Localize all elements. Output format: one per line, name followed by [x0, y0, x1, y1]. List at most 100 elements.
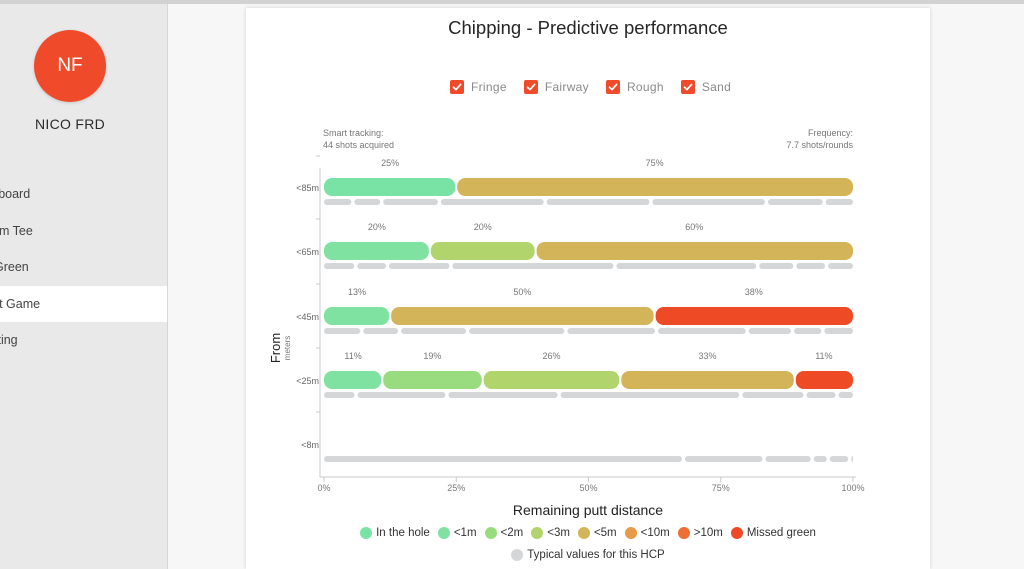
- filter-fringe[interactable]: Fringe: [450, 80, 507, 94]
- bar-segment: [324, 178, 456, 196]
- legend-item[interactable]: <3m: [531, 527, 570, 539]
- legend-item[interactable]: <5m: [577, 527, 617, 539]
- sidebar-item-label: ort Game: [0, 296, 41, 311]
- typical-segment: [324, 199, 352, 205]
- y-axis-title: From: [268, 333, 283, 363]
- checkbox-sand[interactable]: [680, 80, 695, 94]
- filter-label: Fairway: [544, 80, 589, 94]
- typical-segment: [324, 456, 682, 462]
- legend: In the hole <1m <2m <3m <5m <10m >10m Missed gr…: [246, 527, 930, 539]
- bar-value-label: 26%: [542, 351, 560, 361]
- legend-label: <5m: [593, 527, 617, 539]
- sidebar-nav: shboard om Tee Green ort Game tting: [0, 176, 167, 359]
- tracking-label: Smart tracking:: [323, 128, 384, 138]
- typical-segment: [383, 199, 438, 205]
- bar-value-label: 11%: [344, 351, 361, 361]
- tracking-value: 44 shots acquired: [323, 140, 394, 150]
- bar-value-label: 25%: [381, 158, 399, 168]
- legend-item[interactable]: <10m: [624, 527, 670, 539]
- sidebar-item-dashboard[interactable]: shboard: [0, 176, 167, 213]
- legend-label: Typical values for this HCP: [527, 549, 665, 561]
- avatar[interactable]: NF: [34, 30, 106, 102]
- filter-label: Sand: [701, 80, 732, 94]
- x-tick-label: 0%: [317, 483, 330, 493]
- legend-label: Missed green: [746, 527, 816, 539]
- bar-value-label: 20%: [368, 222, 386, 232]
- filter-fairway[interactable]: Fairway: [523, 80, 589, 94]
- bar-segment: [391, 307, 654, 325]
- y-tick-label: <8m: [301, 440, 319, 450]
- typical-segment: [806, 392, 836, 398]
- sidebar: NF NICO FRD shboard om Tee Green ort Game tt…: [0, 4, 168, 569]
- typical-segment: [794, 328, 822, 334]
- legend-item[interactable]: >10m: [677, 527, 723, 539]
- typical-segment: [357, 392, 446, 398]
- bar-value-label: 50%: [513, 287, 531, 297]
- sidebar-item-putting[interactable]: tting: [0, 322, 167, 359]
- typical-segment: [448, 392, 558, 398]
- typical-segment: [452, 263, 614, 269]
- y-tick-label: <85m: [296, 183, 319, 193]
- avatar-initials: NF: [57, 55, 83, 76]
- filter-label: Rough: [626, 80, 664, 94]
- bar-segment: [430, 242, 535, 260]
- bar-segment: [795, 371, 853, 389]
- frequency-value: 7.7 shots/rounds: [786, 140, 853, 150]
- legend-typical: Typical values for this HCP: [246, 549, 930, 561]
- typical-segment: [652, 199, 765, 205]
- legend-label: <2m: [500, 527, 524, 539]
- bar-segment: [457, 178, 853, 196]
- bar-value-label: 11%: [815, 351, 832, 361]
- legend-item[interactable]: Missed green: [730, 527, 816, 539]
- bar-segment: [655, 307, 853, 325]
- checkbox-rough[interactable]: [605, 80, 620, 94]
- bar-value-label: 60%: [685, 222, 703, 232]
- legend-swatch: [511, 549, 524, 561]
- bar-value-label: 33%: [699, 351, 717, 361]
- bar-segment: [324, 242, 429, 260]
- checkbox-fringe[interactable]: [450, 80, 464, 94]
- lie-filters: Fringe Fairway Rough Sand: [450, 80, 748, 94]
- legend-label: <1m: [453, 527, 477, 539]
- y-tick-label: <45m: [296, 312, 319, 322]
- frequency-label: Frequency:: [808, 128, 853, 138]
- typical-segment: [767, 199, 823, 205]
- sidebar-item-label: shboard: [0, 187, 31, 202]
- sidebar-item-label: om Tee: [0, 223, 33, 238]
- bar-value-label: 13%: [348, 287, 366, 297]
- legend-swatch: [730, 527, 743, 539]
- bar-value-label: 75%: [646, 158, 664, 168]
- checkbox-fairway[interactable]: [523, 80, 538, 94]
- legend-label: >10m: [693, 527, 723, 539]
- x-tick-label: 75%: [712, 483, 730, 493]
- filter-sand[interactable]: Sand: [680, 80, 732, 94]
- legend-swatch: [531, 527, 544, 539]
- y-axis-unit: meters: [283, 336, 292, 360]
- legend-swatch: [360, 527, 373, 539]
- typical-segment: [363, 328, 399, 334]
- sidebar-item-to-green[interactable]: Green: [0, 249, 167, 286]
- check-icon: [526, 83, 536, 91]
- check-icon: [683, 83, 693, 91]
- typical-segment: [765, 456, 811, 462]
- bar-segment: [324, 371, 382, 389]
- sidebar-item-label: tting: [0, 333, 18, 348]
- legend-item-typical[interactable]: Typical values for this HCP: [511, 549, 665, 561]
- legend-swatch: [484, 527, 497, 539]
- bar-segment: [324, 307, 390, 325]
- sidebar-item-from-tee[interactable]: om Tee: [0, 213, 167, 250]
- legend-item[interactable]: <2m: [484, 527, 524, 539]
- legend-item[interactable]: In the hole: [360, 527, 430, 539]
- legend-label: <10m: [640, 527, 670, 539]
- typical-segment: [388, 263, 450, 269]
- typical-segment: [324, 328, 361, 334]
- bar-segment: [621, 371, 794, 389]
- sidebar-item-short-game[interactable]: ort Game: [0, 285, 167, 322]
- legend-item[interactable]: <1m: [437, 527, 477, 539]
- filter-rough[interactable]: Rough: [605, 80, 664, 94]
- bar-segment: [536, 242, 853, 260]
- check-icon: [452, 83, 462, 91]
- typical-segment: [560, 392, 740, 398]
- legend-swatch: [624, 527, 637, 539]
- legend-swatch: [677, 527, 690, 539]
